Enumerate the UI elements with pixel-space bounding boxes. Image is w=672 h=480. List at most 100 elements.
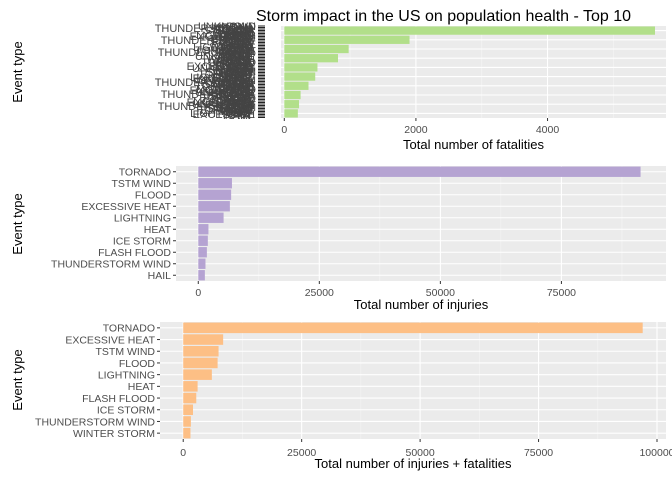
overplotted-label: URBAN bbox=[210, 88, 249, 100]
overplotted-label: LIGHTNING bbox=[196, 84, 256, 96]
y-tick-label: TORNADO bbox=[103, 323, 155, 335]
overplotted-label: SURF bbox=[218, 95, 248, 107]
x-tick-label: 2000 bbox=[404, 124, 428, 136]
overplotted-label: LIGHTNING bbox=[190, 108, 250, 120]
overplotted-label: RAIN bbox=[225, 74, 251, 86]
bar bbox=[198, 212, 224, 223]
overplotted-label: RAIN bbox=[228, 98, 254, 110]
overplotted-label: FLASH bbox=[213, 68, 249, 80]
overplotted-label: FLOOD bbox=[218, 48, 256, 60]
overplotted-label: FLASH bbox=[216, 92, 252, 104]
overplotted-label: RAIN bbox=[222, 86, 248, 98]
bar bbox=[183, 345, 219, 357]
y-tick-label: HEAT bbox=[128, 381, 156, 393]
overplotted-label: RAIN bbox=[228, 62, 254, 74]
overplotted-label: HEAT bbox=[226, 64, 255, 76]
overplotted-label: EXCESSIVE bbox=[190, 85, 252, 97]
overplotted-label: UNKNOWN bbox=[195, 51, 253, 63]
overplotted-label: FLOOD bbox=[218, 84, 256, 96]
overplotted-label: THUNDERSTORM bbox=[155, 77, 248, 89]
overplotted-label: COLD bbox=[225, 21, 256, 33]
overplotted-label: TSTM bbox=[224, 98, 254, 110]
overplotted-label: TSTM bbox=[221, 56, 251, 68]
x-tick-label: 75000 bbox=[547, 287, 576, 299]
overplotted-label: WIND bbox=[226, 28, 255, 40]
overplotted-label: STORM bbox=[216, 102, 256, 114]
overplotted-label: FLASH bbox=[213, 104, 249, 116]
x-tick-label: 0 bbox=[195, 287, 201, 299]
overplotted-label: COLD bbox=[222, 87, 253, 99]
overplotted-label: HEAT bbox=[223, 76, 252, 88]
x-tick-label: 0 bbox=[180, 447, 186, 459]
overplotted-label: WIND bbox=[223, 40, 252, 52]
overplotted-label: HEAT bbox=[223, 40, 252, 52]
overplotted-label: SURF bbox=[224, 107, 254, 119]
overplotted-label: SNOW bbox=[215, 25, 250, 37]
y-tick-label: LIGHTNING bbox=[114, 213, 171, 225]
overplotted-label: HEAT bbox=[226, 100, 255, 112]
bar bbox=[284, 26, 656, 35]
overplotted-label: TSTM bbox=[224, 44, 254, 56]
overplotted-label: HIGH bbox=[228, 109, 256, 121]
overplotted-label: SNOW bbox=[218, 49, 253, 61]
y-tick-label: WINTER STORM bbox=[73, 428, 155, 440]
bar bbox=[198, 201, 230, 212]
overplotted-label: FIRE bbox=[230, 46, 255, 58]
overplotted-label: FIRE bbox=[227, 94, 252, 106]
overplotted-label: UNKNOWN bbox=[198, 75, 256, 87]
overplotted-label: HAIL bbox=[230, 89, 254, 101]
y-tick-label: ICE STORM bbox=[97, 405, 155, 417]
overplotted-label: COLD bbox=[219, 99, 250, 111]
y-tick-label: THUNDERSTORM WIND bbox=[51, 259, 171, 271]
y-tick-label: HAIL bbox=[148, 270, 172, 282]
overplotted-label: HAIL bbox=[224, 41, 248, 53]
overplotted-label: HAIL bbox=[230, 53, 254, 65]
bar bbox=[284, 90, 301, 100]
y-tick-label: LIGHTNING bbox=[98, 369, 155, 381]
x-axis-title: Total number of fatalities bbox=[403, 137, 544, 152]
overplotted-label: STREAM bbox=[206, 103, 252, 115]
overplotted-label: THUNDERSTORM bbox=[158, 101, 251, 113]
overplotted-label: STORM bbox=[210, 36, 250, 48]
y-tick-label: EXCESSIVE HEAT bbox=[81, 201, 171, 213]
overplotted-label: FLOOD bbox=[215, 24, 253, 36]
overplotted-label: FLD bbox=[233, 62, 254, 74]
bar bbox=[183, 404, 193, 416]
x-tick-label: 50000 bbox=[406, 447, 435, 459]
overplotted-label: SNOW bbox=[221, 37, 256, 49]
overplotted-label: EXCESSIVE bbox=[193, 109, 255, 121]
overplotted-label: ICE bbox=[238, 93, 256, 105]
overplotted-label: FLASH bbox=[219, 80, 255, 92]
bar bbox=[198, 270, 205, 281]
bar bbox=[284, 109, 298, 118]
bar bbox=[183, 322, 643, 334]
x-tick-label: 25000 bbox=[287, 447, 316, 459]
overplotted-label: HEAT bbox=[220, 88, 249, 100]
overplotted-label: ICE bbox=[235, 51, 253, 63]
overplotted-label: HAIL bbox=[227, 29, 251, 41]
overplotted-label: STREAM bbox=[203, 79, 249, 91]
x-axis-title: Total number of injuries + fatalities bbox=[315, 456, 512, 471]
overplotted-label: SMALL bbox=[218, 71, 254, 83]
bar bbox=[198, 224, 209, 235]
overplotted-label: STORM bbox=[213, 78, 253, 90]
overplotted-label: FIRE bbox=[224, 70, 249, 82]
y-axis-title: Event type bbox=[10, 349, 25, 410]
y-tick-label: FLOOD bbox=[119, 358, 156, 370]
bar bbox=[284, 63, 318, 72]
overplotted-label: WIND bbox=[220, 52, 249, 64]
overplotted-label: URBAN bbox=[216, 46, 255, 58]
overplotted-label: HIGH bbox=[225, 67, 253, 79]
overplotted-label: FLD bbox=[227, 104, 248, 116]
overplotted-label: WINTER bbox=[213, 66, 256, 78]
overplotted-label: UNKNOWN bbox=[192, 99, 250, 111]
bar bbox=[198, 178, 232, 189]
overplotted-label: TSTM bbox=[221, 110, 251, 122]
y-tick-label: FLOOD bbox=[135, 190, 172, 202]
overplotted-label: COLD bbox=[225, 57, 256, 69]
overplotted-label: SURF bbox=[221, 83, 251, 95]
overplotted-label: EXCESSIVE bbox=[187, 97, 249, 109]
overplotted-label: TSTM bbox=[218, 68, 248, 80]
y-tick-label: FLASH FLOOD bbox=[82, 393, 155, 405]
